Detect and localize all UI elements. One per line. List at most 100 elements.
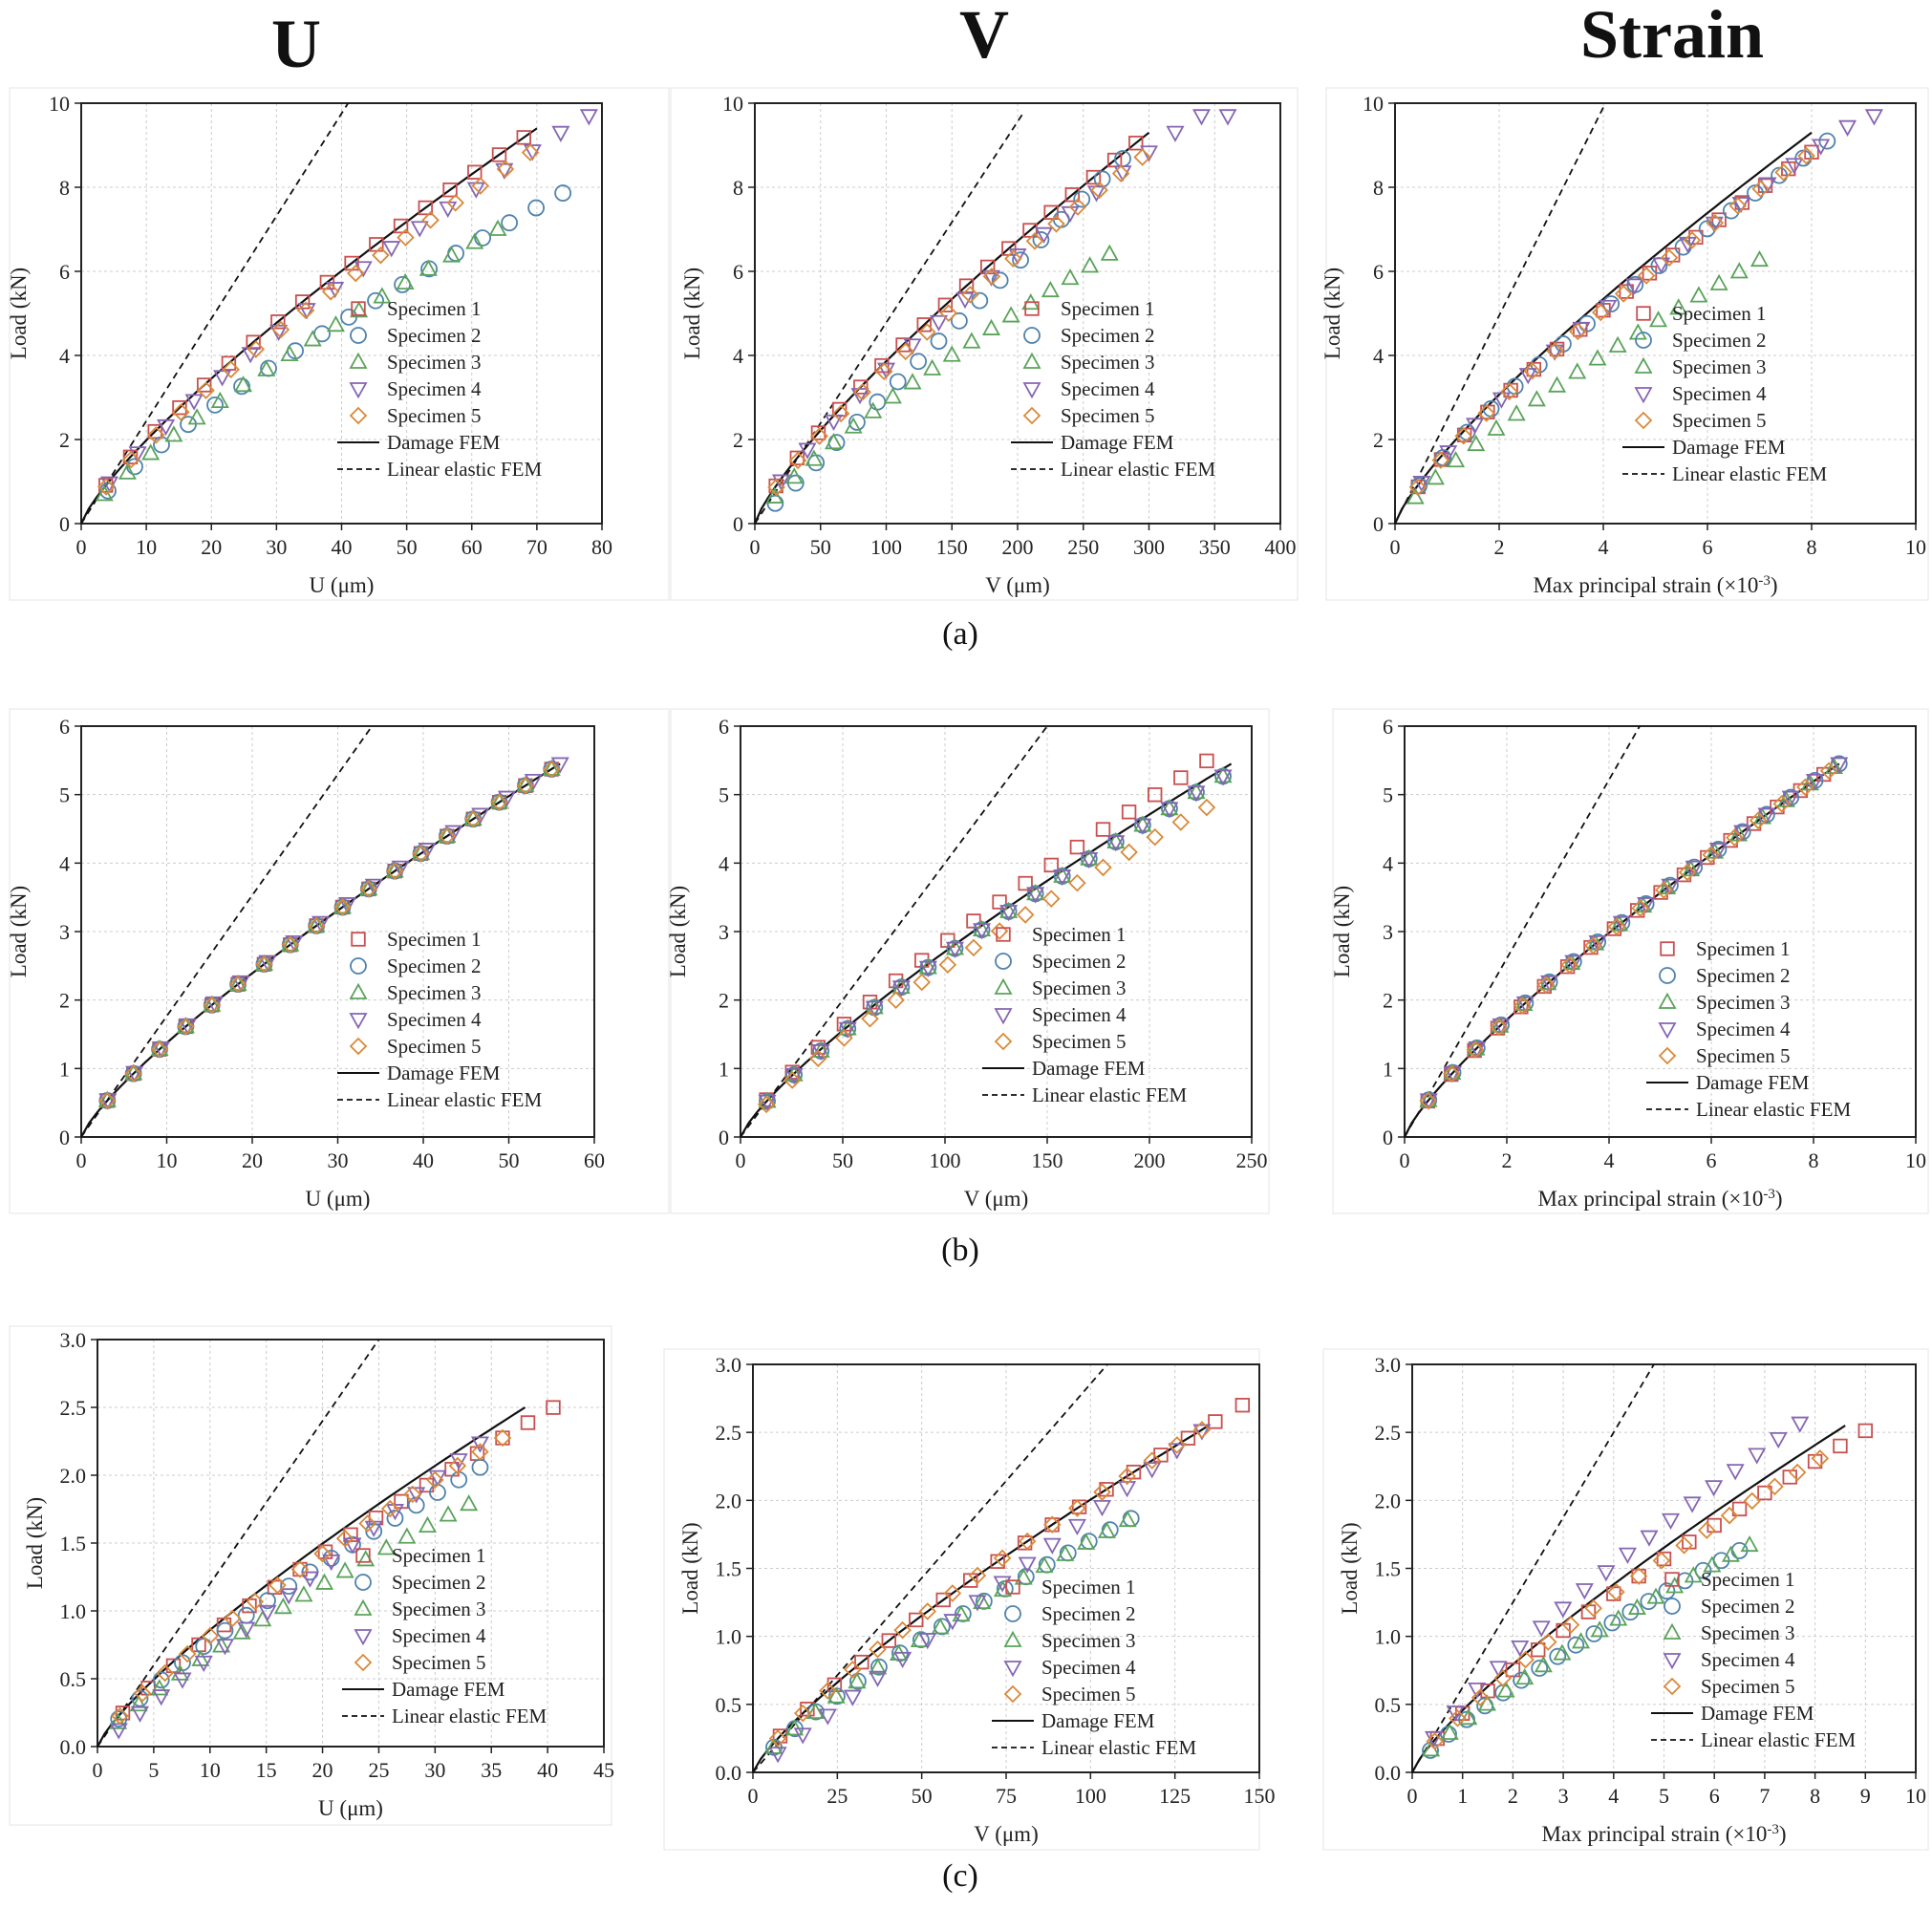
specimen-4-point xyxy=(1757,807,1776,825)
specimen-3-series xyxy=(95,219,507,502)
x-tick-label: 40 xyxy=(537,1758,558,1782)
specimen-3-point xyxy=(176,1017,195,1034)
specimen-5-point xyxy=(1546,341,1564,360)
specimen-5-point xyxy=(1751,180,1770,199)
legend-label-damage-fem: Damage FEM xyxy=(1041,1709,1155,1732)
specimen-1-point xyxy=(958,278,975,293)
specimen-5-point xyxy=(887,991,905,1010)
specimen-2-point xyxy=(152,1671,170,1689)
y-tick-label: 1.5 xyxy=(1375,1557,1402,1581)
specimen-3-point xyxy=(805,1702,825,1719)
specimen-1-point xyxy=(491,147,507,162)
specimen-5-point xyxy=(346,264,365,283)
specimen-5-point xyxy=(893,1620,912,1640)
specimen-4-point xyxy=(1218,109,1237,126)
y-tick-label: 3.0 xyxy=(60,1328,87,1352)
y-tick-label: 4 xyxy=(1373,344,1384,368)
specimen-5-point xyxy=(313,1544,332,1563)
specimen-4-point xyxy=(1705,1480,1724,1497)
specimen-5-point xyxy=(1728,197,1748,215)
specimen-5-point xyxy=(490,793,508,811)
legend-label-specimen-3: Specimen 3 xyxy=(387,981,482,1004)
specimen-5-point xyxy=(1536,976,1556,995)
specimen-4-point xyxy=(943,1614,962,1631)
legend-label-specimen-5: Specimen 5 xyxy=(387,404,482,427)
x-tick-label: 8 xyxy=(1807,535,1817,559)
y-tick-label: 2.5 xyxy=(60,1396,87,1420)
specimen-2-point xyxy=(971,291,989,310)
legend: Specimen 1 Specimen 2 Specimen 3 Specimen 4… xyxy=(1622,302,1827,485)
specimen-5-point xyxy=(1094,858,1112,877)
specimen-4-point xyxy=(891,980,911,997)
linear-elastic-fem-line xyxy=(1404,725,1641,1138)
legend-label-specimen-1: Specimen 1 xyxy=(1672,302,1767,325)
specimen-2-point xyxy=(930,332,948,350)
specimen-5-point xyxy=(968,1566,987,1585)
legend-label-linear-elastic-fem: Linear elastic FEM xyxy=(1061,458,1215,481)
specimen-3-point xyxy=(1609,1609,1628,1626)
x-tick-label: 0 xyxy=(750,535,761,559)
specimen-1-point xyxy=(1731,1501,1748,1517)
specimen-4-point xyxy=(579,109,598,126)
x-tick-label: 30 xyxy=(266,535,287,559)
x-axis-label-close: ) xyxy=(1779,1822,1787,1846)
x-tick-label: 9 xyxy=(1860,1784,1871,1808)
legend-marker-specimen-2 xyxy=(1023,327,1041,344)
specimen-2-point xyxy=(195,1638,213,1655)
specimen-3-point xyxy=(923,358,942,375)
specimen-5-point xyxy=(768,1729,787,1748)
specimen-4-point xyxy=(918,1633,937,1650)
specimen-2-point xyxy=(933,1618,951,1636)
specimen-5-point xyxy=(1743,1491,1761,1511)
legend-label-specimen-1: Specimen 1 xyxy=(1696,937,1791,960)
specimen-3-point xyxy=(294,1585,313,1602)
specimen-5-series xyxy=(1419,761,1838,1110)
legend-label-specimen-4: Specimen 4 xyxy=(392,1624,486,1647)
specimen-4-point xyxy=(470,1436,489,1453)
specimen-3-point xyxy=(488,219,507,236)
specimen-4-point xyxy=(1864,109,1883,126)
specimen-5-point xyxy=(380,1499,399,1518)
y-tick-label: 1 xyxy=(59,1057,70,1081)
specimen-3-point xyxy=(918,957,937,975)
specimen-4-series xyxy=(98,757,569,1110)
x-tick-label: 25 xyxy=(368,1758,389,1782)
legend-label-damage-fem: Damage FEM xyxy=(1701,1702,1814,1725)
specimen-5-point xyxy=(1631,899,1649,917)
specimen-2-point xyxy=(1676,1572,1694,1590)
specimen-5-point xyxy=(1523,361,1541,380)
specimen-2-point xyxy=(849,1672,867,1690)
legend-marker-specimen-4 xyxy=(354,1629,373,1646)
y-tick-label: 3 xyxy=(1383,920,1393,944)
specimen-3-point xyxy=(212,1636,231,1653)
x-axis-label: U (μm) xyxy=(306,1187,371,1211)
specimen-3-point xyxy=(307,915,326,933)
specimen-2-point xyxy=(259,1592,276,1610)
x-tick-label: 10 xyxy=(1905,1784,1926,1808)
specimen-2-series xyxy=(759,767,1232,1110)
specimen-3-point xyxy=(1527,390,1546,407)
x-tick-label: 40 xyxy=(413,1148,434,1172)
specimen-5-point xyxy=(203,996,222,1015)
x-tick-label: 30 xyxy=(424,1758,445,1782)
x-tick-label: 250 xyxy=(1067,535,1099,559)
specimen-4-point xyxy=(551,125,570,142)
specimen-4-point xyxy=(824,414,844,431)
legend: Specimen 1 Specimen 2 Specimen 3 Specimen 4… xyxy=(337,928,542,1111)
specimen-1-point xyxy=(966,913,981,929)
specimen-4-point xyxy=(1625,278,1644,295)
specimen-5-point xyxy=(1047,215,1065,233)
specimen-5-point xyxy=(1516,1650,1535,1669)
specimen-4-point xyxy=(1781,790,1800,807)
specimen-4-point xyxy=(1489,1661,1508,1678)
x-axis-label-close: ) xyxy=(1771,573,1778,597)
legend-label-linear-elastic-fem: Linear elastic FEM xyxy=(1696,1098,1851,1121)
x-tick-label: 0 xyxy=(76,535,87,559)
specimen-5-point xyxy=(844,1661,862,1679)
y-axis-label: Load (kN) xyxy=(7,268,31,359)
specimen-5-series xyxy=(767,148,1151,497)
specimen-5-point xyxy=(307,916,326,935)
x-tick-label: 0 xyxy=(76,1148,87,1172)
specimen-4-point xyxy=(1597,1565,1616,1582)
specimen-3-point xyxy=(1588,349,1607,366)
